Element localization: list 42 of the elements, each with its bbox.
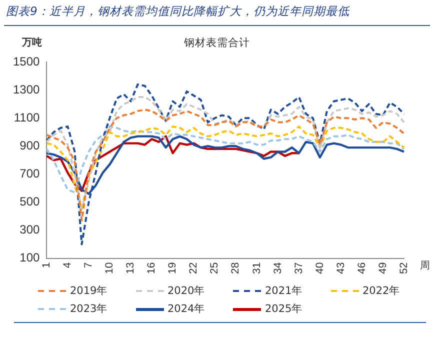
line-series (46, 126, 405, 210)
line-series (46, 83, 405, 246)
x-tick-label: 52 (398, 262, 410, 274)
y-tick-label: 1500 (12, 54, 40, 68)
legend-label: 2021年 (265, 284, 303, 298)
x-tick-label: 4 (62, 262, 74, 268)
x-tick-label: 40 (314, 262, 326, 274)
y-tick-label: 100 (20, 250, 40, 265)
x-tick-label: 46 (356, 262, 368, 274)
legend-label: 2020年 (168, 284, 206, 298)
legend-label: 2023年 (70, 302, 108, 316)
y-tick-label: 500 (20, 194, 40, 209)
line-series (46, 126, 405, 194)
x-tick-label: 16 (146, 262, 158, 274)
x-tick-label: 31 (250, 262, 263, 274)
x-tick-label: 34 (272, 262, 284, 274)
y-tick-label: 1300 (12, 82, 40, 96)
x-axis-title: 周 (420, 260, 430, 272)
y-axis-title: 万吨 (21, 36, 42, 49)
chart-subtitle: 钢材表需合计 (184, 37, 250, 49)
chart-title: 图表9：近半月，钢材表需均值同比降幅扩大，仍为近年同期最低 (6, 4, 350, 19)
x-tick-label: 28 (230, 262, 242, 274)
x-tick-label: 37 (292, 262, 305, 274)
y-tick-label: 300 (20, 222, 40, 237)
x-tick-label: 19 (166, 262, 179, 274)
y-tick-label: 1100 (14, 110, 40, 124)
x-tick-label: 10 (104, 262, 116, 274)
x-tick-label: 13 (124, 262, 137, 274)
y-tick-label: 700 (20, 166, 40, 180)
legend-label: 2022年 (362, 284, 400, 298)
x-tick-label: 43 (334, 262, 347, 274)
line-series (46, 108, 405, 222)
x-tick-label: 25 (208, 262, 221, 274)
legend-label: 2025年 (265, 302, 303, 316)
x-tick-label: 22 (188, 262, 200, 274)
legend-label: 2019年 (70, 284, 108, 298)
x-tick-label: 49 (376, 262, 389, 274)
legend-label: 2024年 (168, 302, 206, 316)
line-series (46, 96, 405, 210)
y-tick-label: 900 (20, 138, 40, 152)
x-tick-label: 1 (40, 262, 53, 268)
x-tick-label: 7 (82, 262, 95, 268)
